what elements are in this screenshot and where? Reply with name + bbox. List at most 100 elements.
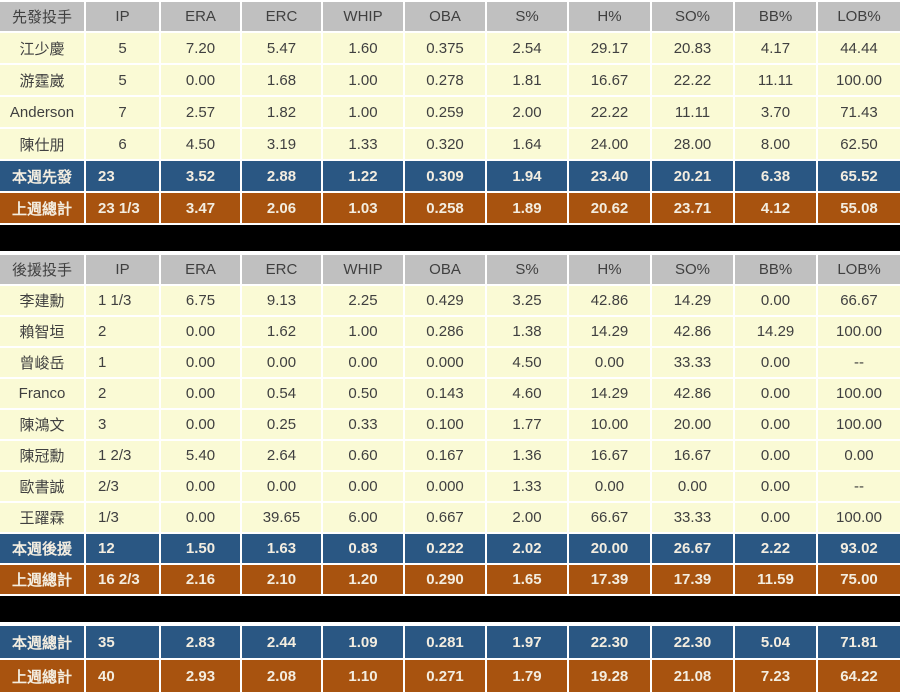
stat-cell: 0.290 — [403, 563, 486, 594]
stat-cell: 0.83 — [321, 532, 404, 564]
stat-cell: 24.00 — [567, 127, 651, 160]
summary-row: 上週總計 16 2/3 2.16 2.10 1.20 0.290 1.65 17.39 17.3… — [0, 563, 900, 594]
section-separator — [0, 225, 900, 251]
table-row: 江少慶 5 7.20 5.47 1.60 0.375 2.54 29.17 20.83 4.17 4… — [0, 31, 900, 64]
table-row: 曾峻岳 1 0.00 0.00 0.00 0.000 4.50 0.00 33.33 0.00 -- — [0, 346, 900, 378]
stat-cell: 8.00 — [733, 127, 817, 160]
pitcher-name: 陳鴻文 — [0, 408, 85, 440]
stat-cell: 2.02 — [485, 532, 568, 564]
stat-cell: 0.00 — [733, 408, 817, 440]
totals-table: 本週總計 35 2.83 2.44 1.09 0.281 1.97 22.30 22.30 5.0… — [0, 624, 900, 692]
pitcher-name: 本週後援 — [0, 532, 85, 564]
stat-cell: 3 — [84, 408, 160, 440]
stat-cell: 0.00 — [159, 315, 241, 347]
stat-cell: 1.20 — [321, 563, 404, 594]
summary-row: 本週後援 12 1.50 1.63 0.83 0.222 2.02 20.00 26.67 2.2… — [0, 532, 900, 564]
stat-cell: 0.25 — [240, 408, 322, 440]
stat-cell: 26.67 — [650, 532, 734, 564]
stat-cell: 1.00 — [321, 63, 404, 96]
stat-cell: 0.143 — [403, 377, 486, 409]
stat-cell: 2.10 — [240, 563, 322, 594]
table-row: 陳冠勳 1 2/3 5.40 2.64 0.60 0.167 1.36 16.67 16.67 0… — [0, 439, 900, 471]
stat-cell: 3.47 — [159, 191, 241, 223]
starters-table: 先發投手 IP ERA ERC WHIP OBA S% H% SO% BB% LOB% 江少慶 5 7.2… — [0, 0, 900, 223]
summary-row: 上週總計 40 2.93 2.08 1.10 0.271 1.79 19.28 21.08 7.2… — [0, 658, 900, 692]
stat-cell: 22.30 — [650, 624, 734, 659]
stat-cell: 0.00 — [733, 470, 817, 502]
stat-cell: 1 — [84, 346, 160, 378]
stat-cell: 0.00 — [240, 470, 322, 502]
stat-cell: 2.06 — [240, 191, 322, 223]
summary-row: 本週總計 35 2.83 2.44 1.09 0.281 1.97 22.30 22.30 5.0… — [0, 624, 900, 659]
stat-cell: 0.00 — [159, 346, 241, 378]
stat-cell: 0.00 — [567, 346, 651, 378]
stat-cell: 1.64 — [485, 127, 568, 160]
stat-cell: -- — [816, 346, 900, 378]
stat-cell: 2.88 — [240, 159, 322, 192]
stat-cell: 71.43 — [816, 95, 900, 128]
stat-cell: 6.75 — [159, 284, 241, 316]
stat-cell: 5 — [84, 31, 160, 64]
stat-cell: 7.20 — [159, 31, 241, 64]
stat-column-header: ERC — [240, 253, 322, 285]
table-row: Franco 2 0.00 0.54 0.50 0.143 4.60 14.29 42.86 0.… — [0, 377, 900, 409]
stat-cell: 16 2/3 — [84, 563, 160, 594]
stat-cell: 20.83 — [650, 31, 734, 64]
stat-cell: 1.36 — [485, 439, 568, 471]
stat-column-header: ERA — [159, 253, 241, 285]
stat-cell: 1.03 — [321, 191, 404, 223]
stat-cell: 62.50 — [816, 127, 900, 160]
stat-cell: 0.00 — [159, 470, 241, 502]
stat-cell: 6.00 — [321, 501, 404, 533]
pitcher-name: 上週總計 — [0, 658, 85, 692]
stat-column-header: OBA — [403, 0, 486, 32]
group-label-header: 後援投手 — [0, 253, 85, 285]
stat-cell: 5 — [84, 63, 160, 96]
stat-cell: 29.17 — [567, 31, 651, 64]
header-row: 後援投手 IP ERA ERC WHIP OBA S% H% SO% BB% LOB% — [0, 253, 900, 285]
stat-cell: 4.17 — [733, 31, 817, 64]
pitcher-name: 李建勳 — [0, 284, 85, 316]
stat-cell: 35 — [84, 624, 160, 659]
table-row: 歐書誠 2/3 0.00 0.00 0.00 0.000 1.33 0.00 0.00 0.00-… — [0, 470, 900, 502]
stat-cell: 16.67 — [650, 439, 734, 471]
stat-cell: 0.00 — [159, 63, 241, 96]
stat-cell: 66.67 — [567, 501, 651, 533]
stat-column-header: S% — [485, 0, 568, 32]
stat-cell: 0.00 — [240, 346, 322, 378]
stat-cell: 0.000 — [403, 470, 486, 502]
stat-cell: 1.89 — [485, 191, 568, 223]
table-row: 游霆崴 5 0.00 1.68 1.00 0.278 1.81 16.67 22.22 11.11… — [0, 63, 900, 96]
stat-column-header: BB% — [733, 0, 817, 32]
stat-cell: 100.00 — [816, 315, 900, 347]
stat-cell: 66.67 — [816, 284, 900, 316]
stat-cell: 0.667 — [403, 501, 486, 533]
stat-cell: 28.00 — [650, 127, 734, 160]
stat-cell: 0.00 — [159, 377, 241, 409]
pitcher-name: 江少慶 — [0, 31, 85, 64]
stat-cell: 20.21 — [650, 159, 734, 192]
stat-cell: 0.000 — [403, 346, 486, 378]
stat-cell: 3.19 — [240, 127, 322, 160]
stat-cell: 100.00 — [816, 63, 900, 96]
stat-cell: 14.29 — [567, 315, 651, 347]
stat-cell: 0.278 — [403, 63, 486, 96]
stat-column-header: LOB% — [816, 0, 900, 32]
stat-cell: 0.50 — [321, 377, 404, 409]
stat-cell: 20.62 — [567, 191, 651, 223]
stat-cell: 6 — [84, 127, 160, 160]
stat-cell: 33.33 — [650, 501, 734, 533]
stat-cell: 0.54 — [240, 377, 322, 409]
stat-cell: 0.320 — [403, 127, 486, 160]
stat-cell: 2.25 — [321, 284, 404, 316]
stat-cell: 16.67 — [567, 63, 651, 96]
pitcher-name: 上週總計 — [0, 191, 85, 223]
stat-column-header: ERA — [159, 0, 241, 32]
group-label-header: 先發投手 — [0, 0, 85, 32]
stat-cell: 7.23 — [733, 658, 817, 692]
stat-cell: 42.86 — [567, 284, 651, 316]
stat-cell: 1.81 — [485, 63, 568, 96]
stat-cell: 20.00 — [567, 532, 651, 564]
stat-cell: 2.44 — [240, 624, 322, 659]
pitcher-name: Franco — [0, 377, 85, 409]
